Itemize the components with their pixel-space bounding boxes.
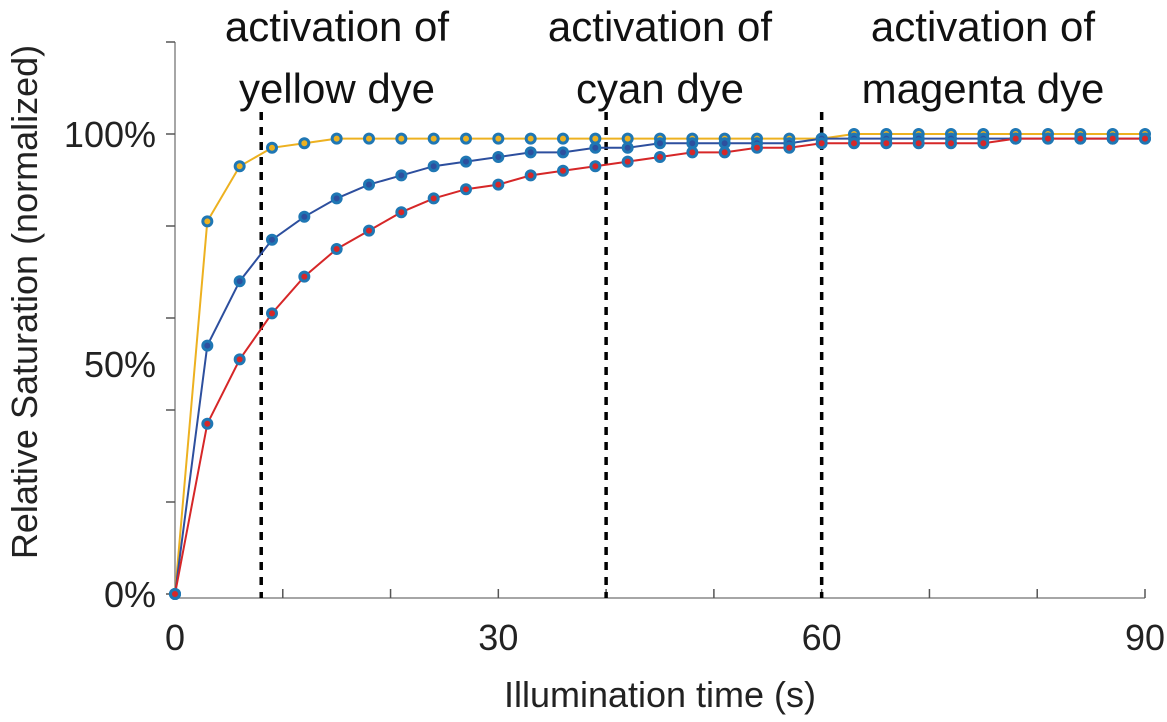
annotation-line-1: activation of: [871, 3, 1095, 50]
data-point: [589, 160, 602, 173]
data-point: [460, 132, 472, 145]
data-point: [330, 132, 343, 145]
series-3: [169, 132, 1151, 600]
series-2: [169, 132, 1151, 600]
data-point: [621, 141, 634, 154]
x-tick-label: 90: [1125, 617, 1165, 658]
annotation-line-1: activation of: [225, 3, 449, 50]
data-point: [686, 146, 699, 159]
x-tick-label: 0: [165, 617, 185, 658]
data-point: [395, 132, 408, 145]
annotation: activation of yellow dye: [225, 3, 449, 112]
data-point: [945, 137, 957, 150]
data-point: [621, 155, 634, 168]
x-tick-label: 60: [802, 617, 842, 658]
data-point: [363, 132, 375, 145]
data-point: [621, 132, 634, 145]
data-point: [1106, 132, 1119, 145]
series-line: [174, 133, 1145, 595]
data-point: [1042, 132, 1054, 145]
data-point: [395, 206, 408, 219]
data-point: [363, 178, 375, 191]
data-point: [1009, 132, 1022, 145]
data-point: [783, 141, 796, 154]
annotation-line-2: magenta dye: [862, 65, 1105, 112]
data-point: [266, 233, 278, 246]
y-tick-label: 50%: [84, 344, 156, 385]
data-point: [977, 137, 990, 150]
data-point: [395, 169, 408, 182]
data-point: [751, 141, 763, 154]
data-point: [686, 137, 699, 150]
data-point: [589, 141, 602, 154]
data-point: [201, 417, 214, 430]
data-point: [524, 132, 537, 145]
data-point: [427, 192, 440, 205]
annotations: activation of yellow dye activation of cyan…: [225, 3, 1104, 112]
data-point: [201, 339, 214, 352]
data-point: [266, 141, 278, 154]
data-point: [492, 151, 505, 163]
annotation-line-2: cyan dye: [576, 65, 744, 112]
series-1: [169, 128, 1151, 600]
minor-ticks: [166, 41, 1146, 598]
data-point: [912, 137, 925, 150]
data-point: [233, 160, 246, 173]
data-point: [524, 169, 537, 182]
data-point: [298, 137, 311, 150]
data-point: [266, 307, 278, 320]
data-point: [298, 210, 311, 223]
series-line: [174, 137, 1145, 595]
data-point: [880, 137, 893, 150]
data-point: [363, 224, 375, 237]
data-point: [557, 164, 569, 177]
data-point: [330, 192, 343, 205]
series: [169, 128, 1151, 600]
data-point: [1139, 132, 1151, 145]
data-point: [589, 132, 602, 145]
annotation: activation of magenta dye: [862, 3, 1105, 112]
data-point: [233, 353, 246, 366]
annotation-line-1: activation of: [548, 3, 772, 50]
data-point: [557, 132, 569, 145]
data-point: [492, 132, 505, 145]
y-tick-label: 0%: [104, 574, 156, 615]
data-point: [718, 146, 731, 159]
data-point: [718, 137, 731, 150]
data-point: [654, 137, 666, 150]
data-point: [1074, 132, 1087, 145]
data-point: [815, 137, 828, 150]
activation-lines: [259, 112, 824, 598]
data-point: [427, 132, 440, 145]
data-point: [460, 155, 472, 168]
annotation-line-2: yellow dye: [239, 65, 435, 112]
data-point: [848, 137, 860, 150]
data-point: [330, 243, 343, 255]
data-point: [201, 215, 214, 228]
x-tick-label: 30: [478, 617, 518, 658]
data-point: [169, 588, 181, 600]
tick-labels: 0 30 60 90 0% 50% 100%: [64, 114, 1165, 658]
data-point: [427, 160, 440, 173]
annotation: activation of cyan dye: [548, 3, 772, 112]
data-point: [460, 183, 472, 196]
data-point: [233, 275, 246, 288]
data-point: [492, 178, 505, 191]
data-point: [524, 146, 537, 159]
data-point: [557, 146, 569, 159]
data-point: [654, 151, 666, 163]
y-axis-label: Relative Saturation (normalized): [4, 45, 45, 559]
axes: [174, 42, 1145, 599]
x-axis-label: Illumination time (s): [504, 674, 816, 715]
data-point: [298, 270, 311, 283]
y-tick-label: 100%: [64, 114, 156, 155]
